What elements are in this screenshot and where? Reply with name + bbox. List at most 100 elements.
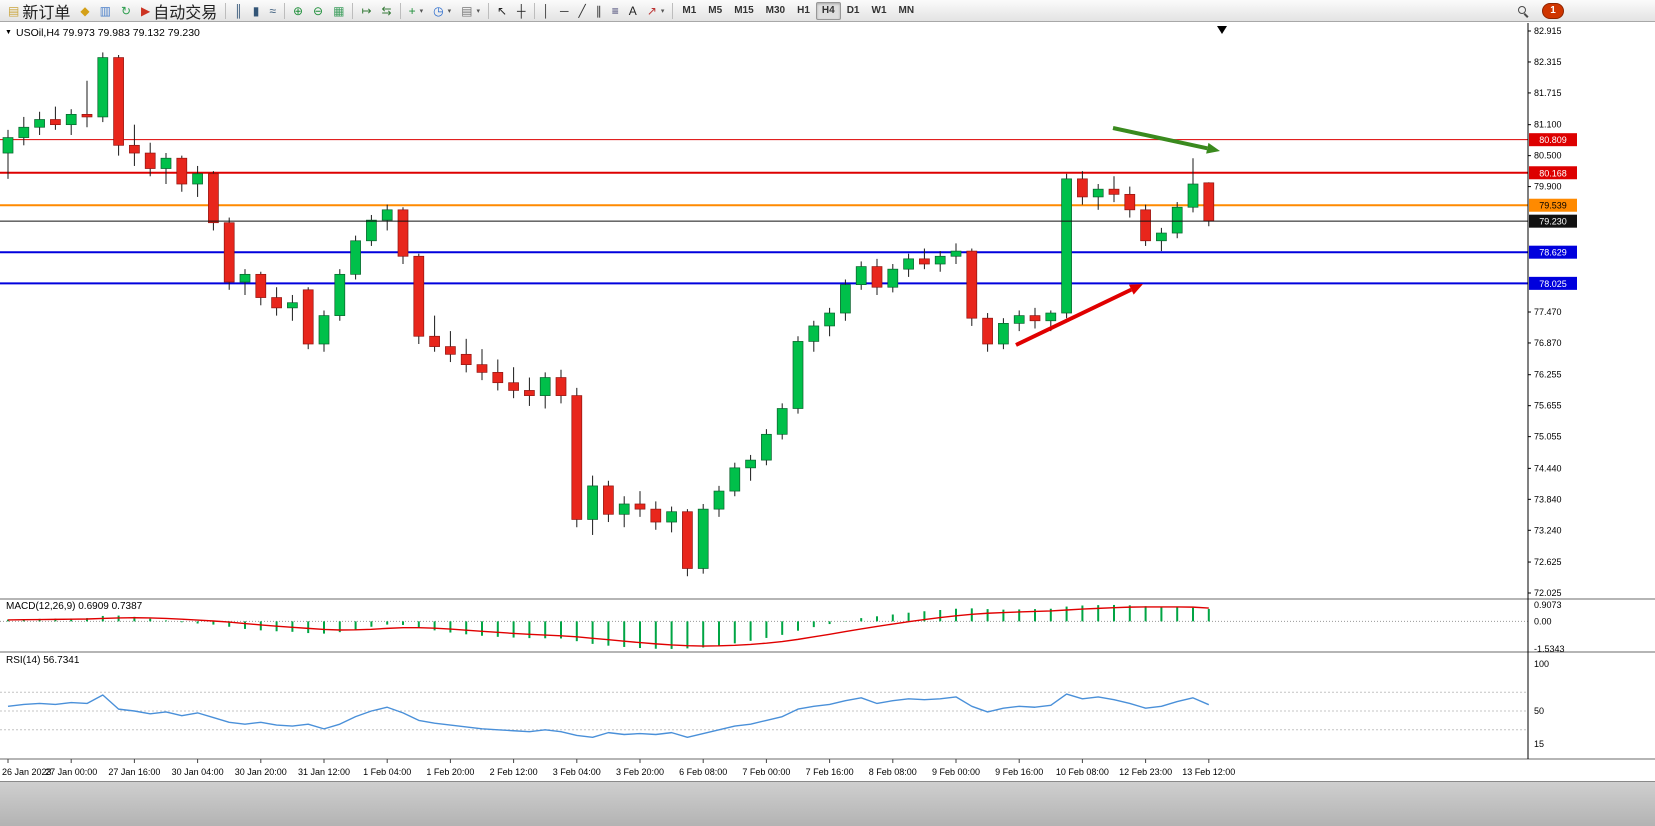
- time-tick-label: 10 Feb 08:00: [1056, 767, 1109, 777]
- trendline-icon: ╱: [578, 3, 586, 18]
- timeframe-m1-button[interactable]: M1: [676, 2, 702, 20]
- templates-button[interactable]: ▤ ▾: [456, 1, 485, 20]
- one-click-trading-toggle-icon[interactable]: ▼: [5, 29, 12, 36]
- zoom-out-icon: ⊖: [313, 3, 324, 18]
- candle: [397, 209, 409, 257]
- chart-shift-button[interactable]: ⇆: [377, 1, 397, 20]
- candle: [97, 57, 109, 118]
- price-axis[interactable]: 82.915 82.315 81.715 81.100 80.500 79.900 77.4…: [1527, 23, 1577, 759]
- candle: [919, 258, 930, 265]
- rsi-layer: [0, 691, 1528, 739]
- candle: [1171, 206, 1183, 234]
- magnifier-icon: [1517, 5, 1529, 17]
- time-tick-label: 7 Feb 00:00: [742, 767, 790, 777]
- candle: [1108, 188, 1120, 195]
- candle: [366, 219, 377, 242]
- time-tick-label: 27 Jan 00:00: [45, 767, 97, 777]
- price-badge-label: 80.168: [1539, 168, 1567, 178]
- horizontal-line-button[interactable]: ─: [555, 1, 574, 20]
- candle: [2, 137, 14, 154]
- candle: [1203, 182, 1215, 222]
- toolbar-separator: [352, 2, 354, 19]
- time-tick-label: 30 Jan 04:00: [172, 767, 224, 777]
- candle: [524, 390, 535, 396]
- price-badge: [1529, 133, 1577, 147]
- candle-chart-icon: ▮: [252, 3, 260, 18]
- timeframe-h1-button[interactable]: H1: [791, 2, 816, 20]
- zoom-out-button[interactable]: ⊖: [308, 1, 328, 20]
- new-order-button[interactable]: ▤ 新订单: [3, 1, 75, 22]
- macd-layer: [0, 604, 1528, 649]
- candle: [555, 377, 567, 396]
- time-tick-label: 1 Feb 04:00: [363, 767, 411, 777]
- timeframe-m5-button[interactable]: M5: [702, 2, 728, 20]
- candle: [966, 250, 978, 319]
- data-window-icon: ▥: [99, 3, 111, 18]
- toolbar-separator: [283, 2, 285, 19]
- text-label-button[interactable]: A: [624, 1, 642, 20]
- indicators-button[interactable]: + ▾: [404, 1, 429, 20]
- toolbar-separator: [399, 2, 401, 19]
- autotrading-button[interactable]: ▶ 自动交易: [136, 1, 222, 22]
- search-button[interactable]: [1512, 1, 1534, 20]
- candle: [840, 284, 851, 314]
- candle: [287, 302, 298, 309]
- periods-button[interactable]: ◷ ▾: [428, 1, 456, 20]
- bar-chart-button[interactable]: ║: [229, 1, 248, 20]
- macd-indicator-label: MACD(12,26,9) 0.6909 0.7387: [6, 601, 143, 612]
- data-window-button[interactable]: ▥: [95, 1, 116, 20]
- market-watch-button[interactable]: ◆: [75, 1, 94, 20]
- navigator-button[interactable]: ↻: [116, 1, 136, 20]
- price-tick-label: 79.900: [1534, 182, 1562, 192]
- time-tick-label: 9 Feb 00:00: [932, 767, 980, 777]
- candle: [634, 503, 646, 510]
- timeframe-h4-button[interactable]: H4: [815, 1, 841, 20]
- fibonacci-button[interactable]: ≡: [607, 1, 624, 20]
- price-tick-label: 80.500: [1534, 151, 1562, 161]
- price-tick-label: 76.870: [1534, 338, 1562, 348]
- rsi-axis-label: 50: [1534, 706, 1544, 716]
- timeframe-m15-button[interactable]: M15: [728, 2, 759, 20]
- timeframe-d1-button[interactable]: D1: [841, 2, 866, 20]
- price-badge-label: 78.025: [1539, 279, 1567, 289]
- timeframe-m30-button[interactable]: M30: [760, 2, 791, 20]
- candlestick-chart[interactable]: 82.915 82.315 81.715 81.100 80.500 79.900 77.4…: [0, 23, 1655, 781]
- vertical-line-button[interactable]: │: [538, 1, 556, 20]
- green-trend-arrow[interactable]: [1112, 126, 1220, 154]
- notification-badge[interactable]: 1: [1542, 2, 1564, 19]
- crosshair-button[interactable]: ┼: [512, 1, 531, 20]
- trendline-button[interactable]: ╱: [574, 1, 591, 20]
- red-trend-arrow[interactable]: [1015, 284, 1143, 347]
- candle: [1092, 188, 1104, 198]
- candle: [1029, 315, 1041, 322]
- chart-shift-marker[interactable]: [1217, 26, 1227, 34]
- timeframe-w1-button[interactable]: W1: [866, 2, 893, 20]
- autotrading-icon: ▶: [141, 3, 151, 18]
- arrows-button[interactable]: ↗ ▾: [642, 1, 670, 20]
- candlestick-chart-button[interactable]: ▮: [248, 1, 265, 20]
- equidistant-channel-button[interactable]: ∥: [591, 1, 607, 20]
- periods-icon: ◷: [433, 3, 444, 18]
- candle: [1140, 209, 1151, 242]
- zoom-in-button[interactable]: ⊕: [288, 1, 308, 20]
- line-chart-button[interactable]: ≈: [264, 1, 281, 20]
- chevron-down-icon: ▾: [419, 7, 424, 15]
- timeframe-mn-button[interactable]: MN: [893, 2, 921, 20]
- candle: [34, 119, 45, 128]
- candle: [113, 57, 124, 146]
- candle: [160, 157, 172, 169]
- macd-axis-label: 0.9073: [1534, 600, 1562, 610]
- price-badge-label: 78.629: [1539, 248, 1567, 258]
- price-tick-label: 75.655: [1534, 401, 1562, 411]
- crosshair-icon: ┼: [517, 3, 526, 18]
- cursor-button[interactable]: ↖: [492, 1, 512, 20]
- time-tick-label: 13 Feb 12:00: [1182, 767, 1235, 777]
- candle: [239, 273, 251, 283]
- auto-scroll-button[interactable]: ↦: [356, 1, 376, 20]
- candle: [223, 222, 235, 283]
- candle: [1124, 193, 1136, 211]
- price-tick-label: 82.315: [1534, 57, 1562, 67]
- tile-windows-button[interactable]: ▦: [328, 1, 349, 20]
- candle: [65, 113, 77, 126]
